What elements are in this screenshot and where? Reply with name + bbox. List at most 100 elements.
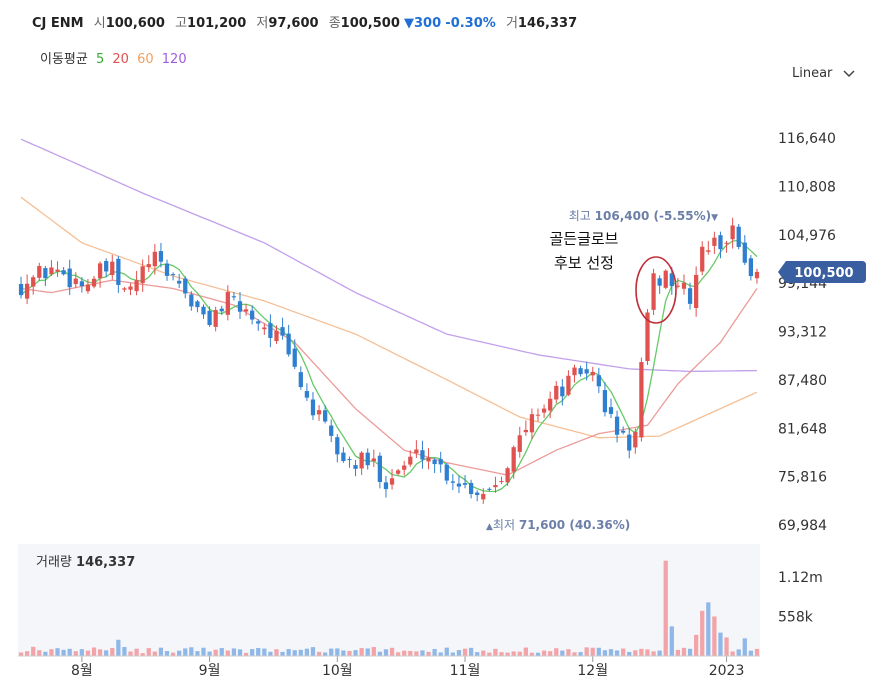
- candle-body: [730, 225, 735, 240]
- volume-bar: [292, 650, 297, 656]
- volume-bar: [310, 647, 316, 656]
- current-price-label: 100,500: [794, 266, 853, 281]
- x-tick-label: 12월: [577, 663, 608, 679]
- candle-body: [280, 327, 285, 336]
- volume-bar: [134, 648, 139, 656]
- y-tick-label: 116,640: [778, 131, 836, 147]
- volume-bar: [432, 648, 437, 656]
- ma-legend-5: 5: [95, 52, 105, 67]
- candle-body: [481, 493, 486, 500]
- candle-body: [614, 416, 620, 435]
- candle-body: [548, 398, 553, 411]
- ma-legend-60: 60: [137, 52, 154, 67]
- candle-body: [316, 410, 322, 415]
- volume-panel-background: [18, 544, 760, 656]
- volume-bar: [487, 652, 492, 656]
- candle-body: [256, 321, 261, 324]
- candle-body: [402, 465, 407, 470]
- volume-bar: [748, 650, 754, 656]
- volume-bar: [170, 652, 176, 656]
- candle-body: [608, 407, 614, 414]
- candle-body: [493, 484, 498, 488]
- candle-body: [18, 284, 24, 296]
- candle-body: [85, 284, 91, 292]
- min-annotation: ▲최저 71,600 (40.36%): [486, 518, 630, 532]
- candle-body: [572, 367, 577, 376]
- volume-label: 거: [505, 16, 518, 31]
- candle-body: [298, 372, 303, 388]
- volume-bar: [535, 652, 541, 656]
- volume-bar: [681, 647, 687, 656]
- volume-bar: [24, 651, 30, 656]
- candle-body: [97, 263, 103, 279]
- volume-bar: [195, 651, 200, 656]
- candle-body: [706, 250, 711, 252]
- volume-bar: [225, 650, 230, 656]
- ma-legend-120: 120: [161, 52, 187, 67]
- candle-body: [645, 312, 650, 362]
- candle-body: [128, 286, 133, 290]
- volume-bar: [128, 651, 133, 656]
- candle-body: [694, 274, 699, 308]
- volume-bar: [274, 649, 279, 656]
- candle-body: [602, 390, 608, 413]
- volume-bar: [365, 648, 370, 656]
- volume-bar: [694, 634, 699, 656]
- candle-body: [511, 447, 516, 472]
- candle-body: [183, 278, 188, 294]
- candle-body: [164, 263, 170, 276]
- volume-bar: [97, 649, 103, 656]
- volume-bar: [608, 649, 614, 656]
- volume-bar: [700, 610, 705, 656]
- candle-body: [475, 492, 480, 496]
- candle-body: [420, 450, 425, 460]
- open-label: 시: [93, 16, 106, 31]
- volume-bar: [645, 649, 650, 656]
- candle-body: [43, 268, 48, 279]
- volume-bar: [468, 647, 474, 656]
- volume-bar: [712, 616, 717, 656]
- candle-body: [468, 482, 474, 495]
- candle-body: [444, 464, 449, 481]
- max-annotation-label: 최고: [569, 209, 591, 223]
- candle-body: [456, 483, 462, 487]
- volume-bar: [621, 648, 626, 656]
- candle-body: [742, 242, 747, 263]
- volume-panel: 거래량 146,337 1.12m 558k: [18, 544, 823, 656]
- low-value: 97,600: [268, 16, 319, 31]
- candle-body: [292, 348, 297, 367]
- volume-bar: [669, 626, 674, 656]
- candle-body: [700, 246, 705, 272]
- candle-body: [560, 386, 565, 397]
- volume-tick-label: 558k: [778, 610, 814, 626]
- volume-bar: [183, 648, 188, 656]
- volume-bar: [359, 648, 364, 656]
- candle-body: [347, 459, 352, 461]
- volume-bar: [329, 648, 334, 656]
- candle-body: [189, 294, 194, 307]
- volume-bar: [207, 651, 212, 656]
- volume-bar: [140, 653, 145, 656]
- candle-body: [657, 278, 662, 286]
- high-value: 101,200: [187, 16, 247, 31]
- candle-body: [158, 251, 164, 262]
- scale-select[interactable]: Linear: [792, 66, 855, 81]
- close-label: 종: [328, 16, 341, 31]
- volume-bar: [614, 650, 620, 656]
- candle-body: [237, 301, 243, 312]
- x-tick-label: 10월: [322, 663, 353, 679]
- max-annotation: 최고 106,400 (-5.55%)▼: [569, 209, 718, 223]
- volume-bar: [158, 647, 164, 656]
- volume-bar: [706, 602, 711, 656]
- candle-body: [712, 237, 717, 246]
- candle-body: [736, 226, 741, 247]
- candle-body: [195, 301, 200, 308]
- candle-body: [426, 457, 431, 462]
- volume-bar: [37, 650, 42, 656]
- y-tick-label: 110,808: [778, 179, 836, 195]
- volume-bar: [286, 649, 291, 656]
- candle-body: [323, 410, 328, 422]
- candle-body: [67, 268, 72, 288]
- y-tick-label: 75,816: [778, 470, 827, 486]
